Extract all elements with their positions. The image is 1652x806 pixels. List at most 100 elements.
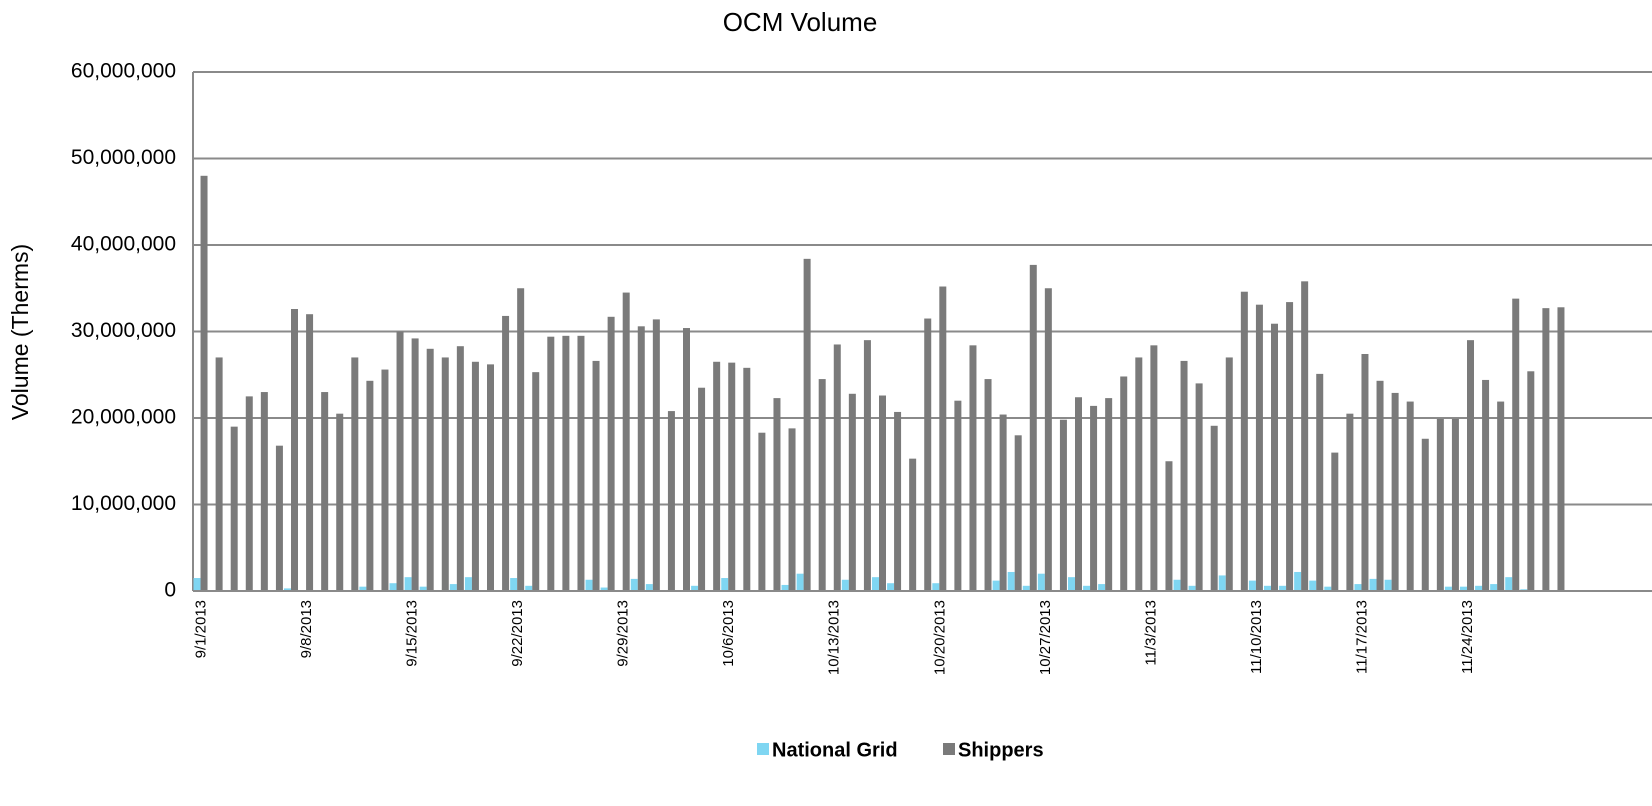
bar	[1376, 380, 1384, 591]
y-tick-label: 40,000,000	[71, 233, 176, 256]
bar	[743, 367, 751, 591]
bar	[954, 400, 962, 591]
x-tick-label: 10/27/2013	[1037, 600, 1054, 675]
bar	[1188, 585, 1196, 591]
y-tick-label: 30,000,000	[71, 319, 176, 342]
bar	[291, 309, 298, 591]
bar	[1180, 360, 1188, 591]
bar	[1120, 376, 1128, 591]
bar	[630, 578, 638, 591]
bar	[796, 573, 804, 591]
bar	[984, 379, 992, 591]
bar	[788, 428, 796, 591]
bar	[547, 336, 555, 591]
bar	[1505, 577, 1513, 591]
x-tick-label: 11/24/2013	[1459, 600, 1476, 674]
bar	[1391, 392, 1399, 591]
bar	[525, 585, 533, 591]
x-tick-label: 9/29/2013	[615, 600, 632, 667]
y-tick-label: 0	[164, 579, 176, 602]
bar	[683, 328, 690, 591]
bar	[215, 357, 223, 591]
bar	[419, 586, 427, 591]
x-tick-label: 11/3/2013	[1142, 600, 1159, 666]
bar	[939, 286, 947, 591]
bar	[1105, 398, 1113, 591]
bar	[426, 348, 434, 591]
bar	[728, 362, 736, 591]
bar	[1497, 401, 1505, 591]
bar	[592, 360, 600, 591]
bar	[773, 398, 781, 591]
legend-label: National Grid	[772, 739, 898, 761]
bar	[1527, 371, 1535, 591]
bar	[1135, 357, 1143, 591]
bar	[833, 344, 841, 591]
bar	[389, 583, 397, 591]
bar	[999, 414, 1007, 591]
bar	[510, 578, 518, 591]
bar	[841, 579, 849, 591]
bar	[1482, 379, 1490, 591]
bar	[396, 331, 404, 591]
bar	[487, 364, 494, 591]
bar	[1346, 413, 1354, 591]
bar	[464, 577, 472, 591]
bar	[1098, 584, 1106, 591]
bar	[1090, 405, 1098, 591]
bar	[456, 346, 464, 591]
bar	[532, 372, 540, 591]
x-tick-label: 9/8/2013	[298, 600, 315, 658]
bar	[1150, 345, 1158, 591]
bar	[1264, 585, 1271, 591]
y-tick-label: 20,000,000	[71, 406, 176, 429]
bar	[1248, 580, 1256, 591]
y-tick-label: 60,000,000	[71, 60, 176, 83]
x-tick-label: 11/10/2013	[1248, 600, 1265, 674]
bar	[336, 413, 344, 591]
bar	[879, 395, 886, 591]
bar	[1451, 418, 1459, 591]
bar	[1218, 575, 1226, 591]
bar	[404, 577, 412, 591]
bar	[585, 579, 593, 591]
bar	[992, 580, 1000, 591]
bar	[1173, 579, 1181, 591]
bar	[1512, 298, 1520, 591]
bar	[1059, 419, 1067, 591]
bar	[637, 326, 645, 591]
bar	[230, 426, 238, 591]
bar	[351, 357, 359, 591]
bar	[1557, 307, 1565, 591]
bar	[411, 338, 419, 591]
bar	[260, 392, 268, 591]
bar	[887, 583, 895, 591]
bar	[1384, 579, 1392, 591]
bar	[1331, 452, 1339, 591]
bar	[577, 335, 585, 591]
bar	[1240, 291, 1248, 591]
bar	[1037, 573, 1045, 591]
x-tick-label: 10/20/2013	[931, 600, 948, 675]
x-tick-label: 10/6/2013	[720, 600, 737, 667]
bar	[1255, 304, 1263, 591]
bar	[562, 335, 570, 591]
bar	[1436, 418, 1444, 591]
bar	[1075, 397, 1082, 591]
bar	[1542, 308, 1550, 591]
bar	[284, 588, 291, 591]
bar	[1406, 401, 1414, 591]
bar	[645, 584, 653, 591]
bar	[1324, 586, 1332, 591]
bar	[449, 584, 457, 591]
bar	[781, 584, 789, 591]
bar	[932, 583, 940, 591]
bar	[471, 361, 479, 591]
bar	[193, 578, 201, 591]
bar	[803, 258, 811, 591]
bar	[517, 288, 525, 591]
bar	[1044, 288, 1052, 591]
bar	[1301, 281, 1309, 591]
bar	[1165, 461, 1173, 591]
